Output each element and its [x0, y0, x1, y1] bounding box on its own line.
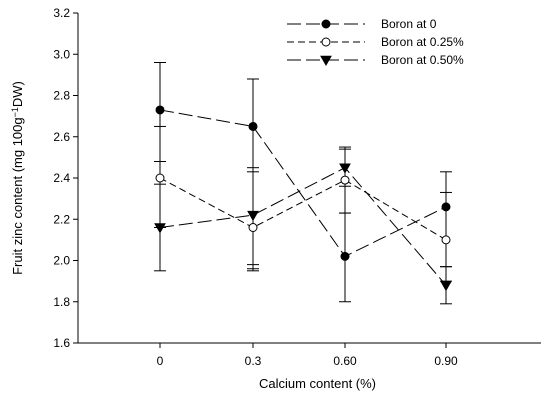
y-tick-label: 2.8 — [53, 89, 70, 103]
legend-marker — [320, 55, 332, 67]
data-point — [155, 105, 165, 115]
legend-item: Boron at 0.50% — [287, 53, 464, 67]
legend-item: Boron at 0.25% — [287, 35, 464, 49]
y-tick-label: 3.0 — [53, 47, 70, 61]
x-tick-label: 0.90 — [434, 354, 458, 368]
error-bars-series-1 — [154, 146, 452, 282]
legend-marker — [321, 19, 331, 29]
legend-marker — [321, 37, 331, 47]
chart-series — [154, 62, 452, 305]
legend-label: Boron at 0.50% — [381, 53, 464, 67]
y-axis-label-sup: −1 — [10, 107, 20, 117]
y-tick-label: 2.0 — [53, 254, 70, 268]
error-bars-series-2 — [154, 125, 452, 305]
series-2 — [154, 163, 452, 292]
data-point — [441, 235, 451, 245]
y-axis-label-end: DW) — [10, 81, 25, 107]
series-line — [159, 109, 447, 258]
x-tick-label: 0 — [157, 354, 164, 368]
error-bars-series-0 — [154, 62, 452, 303]
data-point — [248, 223, 258, 232]
legend-label: Boron at 0.25% — [381, 35, 464, 49]
data-point — [441, 202, 451, 212]
data-point — [339, 163, 351, 174]
y-axis-label: Fruit zinc content (mg 100g−1DW) — [10, 81, 25, 275]
y-axis-label-main: Fruit zinc content (mg 100g — [10, 117, 25, 275]
y-tick-label: 2.6 — [53, 130, 70, 144]
data-point — [440, 281, 452, 292]
chart-legend: Boron at 0 Boron at 0.25% Boron at 0.50% — [287, 17, 464, 67]
legend-item: Boron at 0 — [287, 17, 437, 31]
data-point — [154, 223, 166, 234]
y-tick-label: 3.2 — [53, 6, 70, 20]
x-tick-label: 0.60 — [333, 354, 357, 368]
data-point — [340, 175, 350, 185]
x-axis-label: Calcium content (%) — [259, 376, 376, 391]
series-line — [159, 167, 447, 286]
data-point — [247, 210, 259, 222]
data-point — [155, 173, 165, 183]
series-line — [159, 177, 447, 241]
x-tick-label: 0.3 — [245, 354, 262, 368]
y-tick-label: 2.2 — [53, 212, 70, 226]
y-tick-label: 2.4 — [53, 171, 70, 185]
data-point — [248, 121, 258, 131]
y-tick-label: 1.6 — [53, 336, 70, 350]
legend-label: Boron at 0 — [381, 17, 437, 31]
data-point — [340, 251, 350, 261]
series-0 — [155, 105, 451, 261]
y-tick-label: 1.8 — [53, 295, 70, 309]
chart-axes: 1.6 1.8 2.0 2.2 2.4 2.6 2.8 3.0 3.2 0 0.3 0.60 0.90 — [53, 6, 541, 368]
series-1 — [155, 173, 451, 245]
